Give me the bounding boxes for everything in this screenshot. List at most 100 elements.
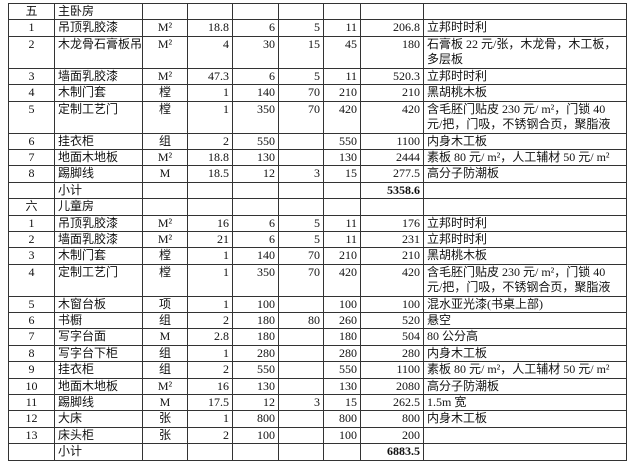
labor-cost-cell: 3 [278,165,324,183]
remark-cell: 立邦时时利 [423,67,627,86]
table-row: 12 大床张 1 800 800 800 内身木工板 [8,410,627,428]
unit-cell: 组 [142,132,188,150]
labor-cost-cell [278,328,324,346]
labor-cost-cell [278,361,324,379]
quantity-cell: 2 [187,426,233,445]
total-cell: 262.5 [360,394,424,412]
item-name-cell: 吊顶乳胶漆 [54,19,143,37]
item-name-cell: 地面木地板 [54,377,143,396]
table-row: 4 木制门套樘 1 140 70 210 210 黑胡桃木板 [8,84,627,102]
table-row: 9 挂衣柜组 2 550 550 1100 素板 80 元/ m²，人工辅材 50 元/ m… [8,361,627,379]
material-cost-cell: 6 [232,67,279,86]
unit-cell: M [142,165,188,183]
item-name-cell: 书橱 [54,312,143,330]
unit-price-cell: 11 [323,67,361,86]
unit-cell: 张 [142,410,188,428]
unit-price-cell: 11 [323,214,361,232]
item-number-cell: 7 [8,148,55,167]
item-number-cell: 6 [8,132,55,150]
table-row: 1 吊顶乳胶漆 M² 16 6 5 11 176 立邦时时利 [8,214,627,232]
total-cell: 2080 [360,377,424,396]
item-number-cell: 1 [8,214,55,232]
labor-cost-cell [278,198,324,216]
unit-cell: 组 [142,361,188,379]
unit-price-cell: 11 [323,19,361,37]
item-name-cell: 墙面乳胶漆 [54,67,143,86]
quantity-cell: 2.8 [187,328,233,346]
unit-cell [142,198,188,216]
item-number-cell [8,181,55,200]
unit-price-cell: 420 [323,100,361,134]
total-cell [360,198,424,216]
item-name-cell: 定制工艺门 [54,263,143,297]
total-cell: 420 [360,263,424,297]
labor-cost-cell [278,181,324,200]
table-row: 7 写字台面 M 2.8 180 180 504 80 公分高 [8,328,627,346]
subtotal-row: 小计 5358.6 [8,181,627,200]
total-cell: 200 [360,426,424,445]
unit-price-cell: 800 [323,410,361,428]
remark-cell [423,2,627,21]
material-cost-cell: 6 [232,19,279,37]
unit-cell: 组 [142,344,188,363]
remark-cell: 石膏板 22 元/张，木龙骨，木工板，多层板 [423,35,627,69]
labor-cost-cell [278,148,324,167]
unit-cell: M² [142,67,188,86]
unit-price-cell: 420 [323,263,361,297]
item-number-cell: 12 [8,410,55,428]
total-cell: 504 [360,328,424,346]
total-cell: 210 [360,247,424,265]
item-name-cell: 定制工艺门 [54,100,143,134]
total-cell: 520 [360,312,424,330]
material-cost-cell: 350 [232,263,279,297]
labor-cost-cell [278,443,324,461]
item-name-cell: 木制门套 [54,84,143,102]
unit-cell: 组 [142,312,188,330]
table-row: 11 踢脚线 M 17.5 12 3 15 262.5 1.5m 宽 [8,394,627,412]
material-cost-cell [232,198,279,216]
unit-price-cell [323,181,361,200]
table-row: 4 定制工艺门樘 1 350 70 420 420 含毛胚门贴皮 230 元/ m²，门锁 4… [8,263,627,297]
material-cost-cell: 100 [232,426,279,445]
quantity-cell: 1 [187,344,233,363]
quantity-cell: 18.8 [187,19,233,37]
unit-price-cell: 550 [323,132,361,150]
unit-price-cell [323,443,361,461]
unit-price-cell: 210 [323,247,361,265]
labor-cost-cell [278,426,324,445]
item-number-cell: 8 [8,165,55,183]
material-cost-cell: 550 [232,361,279,379]
item-name-cell: 木制门套 [54,247,143,265]
item-name-cell: 挂衣柜 [54,361,143,379]
item-name-cell: 吊顶乳胶漆 [54,214,143,232]
material-cost-cell: 550 [232,132,279,150]
unit-cell: M² [142,230,188,249]
item-number-cell: 六 [8,198,55,216]
material-cost-cell: 100 [232,295,279,314]
quantity-cell: 4 [187,35,233,69]
unit-cell: 樘 [142,100,188,134]
total-cell: 1100 [360,361,424,379]
total-cell: 280 [360,344,424,363]
item-number-cell [8,443,55,461]
material-cost-cell: 140 [232,247,279,265]
material-cost-cell: 140 [232,84,279,102]
table-row: 六儿童房 [8,198,627,216]
quantity-cell: 1 [187,100,233,134]
item-number-cell: 2 [8,230,55,249]
unit-price-cell: 280 [323,344,361,363]
table-body: 五主卧房 1 吊顶乳胶漆 M² 18.8 6 5 11 206.8 立邦时时利 2 木龙骨石膏板吊 M²… [8,2,627,461]
remark-cell: 内身木工板 [423,132,627,150]
remark-cell [423,181,627,200]
remark-cell: 黑胡桃木板 [423,84,627,102]
remark-cell [423,198,627,216]
unit-price-cell [323,198,361,216]
table-row: 五主卧房 [8,2,627,21]
material-cost-cell: 130 [232,148,279,167]
unit-cell [142,2,188,21]
item-number-cell: 5 [8,100,55,134]
quantity-cell: 16 [187,214,233,232]
item-number-cell: 7 [8,328,55,346]
table-row: 7 地面木地板 M² 18.8 130 130 2444 素板 80 元/ m²，人工辅材 5… [8,148,627,167]
total-cell: 100 [360,295,424,314]
